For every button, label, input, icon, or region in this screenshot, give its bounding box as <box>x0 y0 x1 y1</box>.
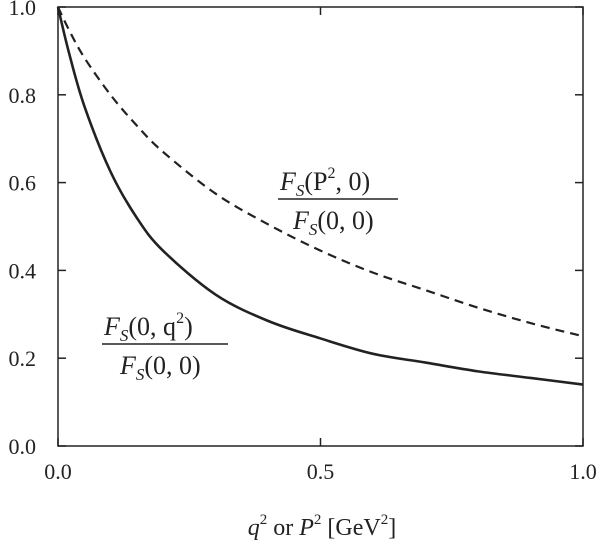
y-tick-label: 0.2 <box>9 346 37 371</box>
dashed-curve-annotation: FS(P2, 0) FS(0, 0) <box>278 165 398 239</box>
x-axis-label: q2 or P2 [GeV2] <box>248 512 396 541</box>
solid-annotation-denominator: FS(0, 0) <box>119 351 201 384</box>
tick-labels: 0.0 0.2 0.4 0.6 0.8 1.0 0.0 0.5 1.0 <box>9 0 597 484</box>
dashed-annotation-numerator: FS(P2, 0) <box>279 165 370 200</box>
y-tick-label: 0.6 <box>9 171 37 196</box>
solid-series-line <box>56 6 584 386</box>
x-tick-label: 0.5 <box>307 459 335 484</box>
y-tick-label: 0.0 <box>9 434 37 459</box>
solid-annotation-numerator: FS(0, q2) <box>103 310 193 345</box>
solid-curve-annotation: FS(0, q2) FS(0, 0) <box>102 310 228 384</box>
y-tick-label: 0.4 <box>9 258 37 283</box>
series-layer <box>56 6 584 386</box>
x-tick-label: 0.0 <box>44 459 72 484</box>
tick-marks <box>57 6 584 447</box>
dashed-annotation-denominator: FS(0, 0) <box>292 206 374 239</box>
x-tick-label: 1.0 <box>569 459 597 484</box>
y-tick-label: 0.8 <box>9 83 37 108</box>
dashed-series-line <box>57 6 584 338</box>
y-tick-label: 1.0 <box>9 0 37 20</box>
